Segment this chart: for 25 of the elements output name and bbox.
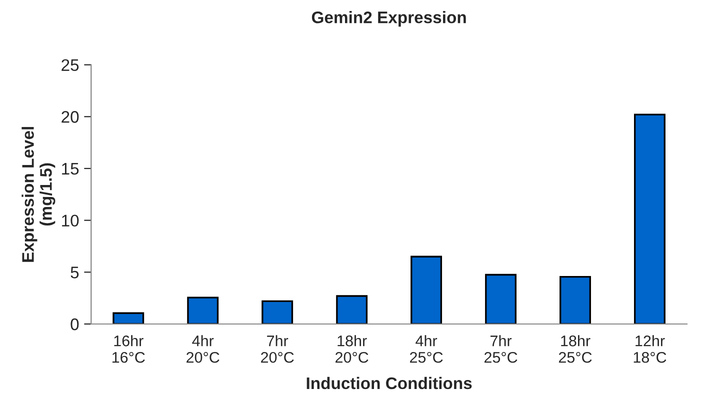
x-tick-label: 12hr 18°C (634, 335, 666, 363)
x-tick-label: 16hr 16°C (112, 335, 145, 363)
y-tick-label: 15 (62, 163, 79, 175)
bar (187, 296, 219, 324)
bar (634, 114, 666, 324)
bar (112, 312, 144, 324)
x-tick-label: 4hr 20°C (186, 335, 220, 363)
x-tick-label: 7hr 25°C (484, 335, 518, 363)
y-tick-label: 10 (62, 214, 79, 227)
bar (336, 295, 368, 324)
x-tick-label: 4hr 25°C (410, 335, 443, 363)
y-tick-label: 5 (70, 266, 79, 278)
chart-title: Gemin2 Expression (312, 11, 466, 27)
bar (410, 256, 442, 324)
x-tick-label: 18hr 20°C (336, 335, 368, 363)
x-tick-label: 18hr 25°C (558, 335, 592, 363)
y-tick-label: 0 (70, 318, 79, 330)
y-tick-label: 20 (62, 111, 79, 123)
x-axis-title: Induction Conditions (306, 376, 472, 390)
x-tick-label: 7hr 20°C (261, 335, 294, 363)
bar (560, 276, 591, 324)
y-axis-title: Expression Level (mg/1.5) (22, 127, 56, 262)
y-tick-label: 25 (62, 59, 79, 72)
bar (485, 274, 517, 324)
bar (262, 300, 294, 324)
